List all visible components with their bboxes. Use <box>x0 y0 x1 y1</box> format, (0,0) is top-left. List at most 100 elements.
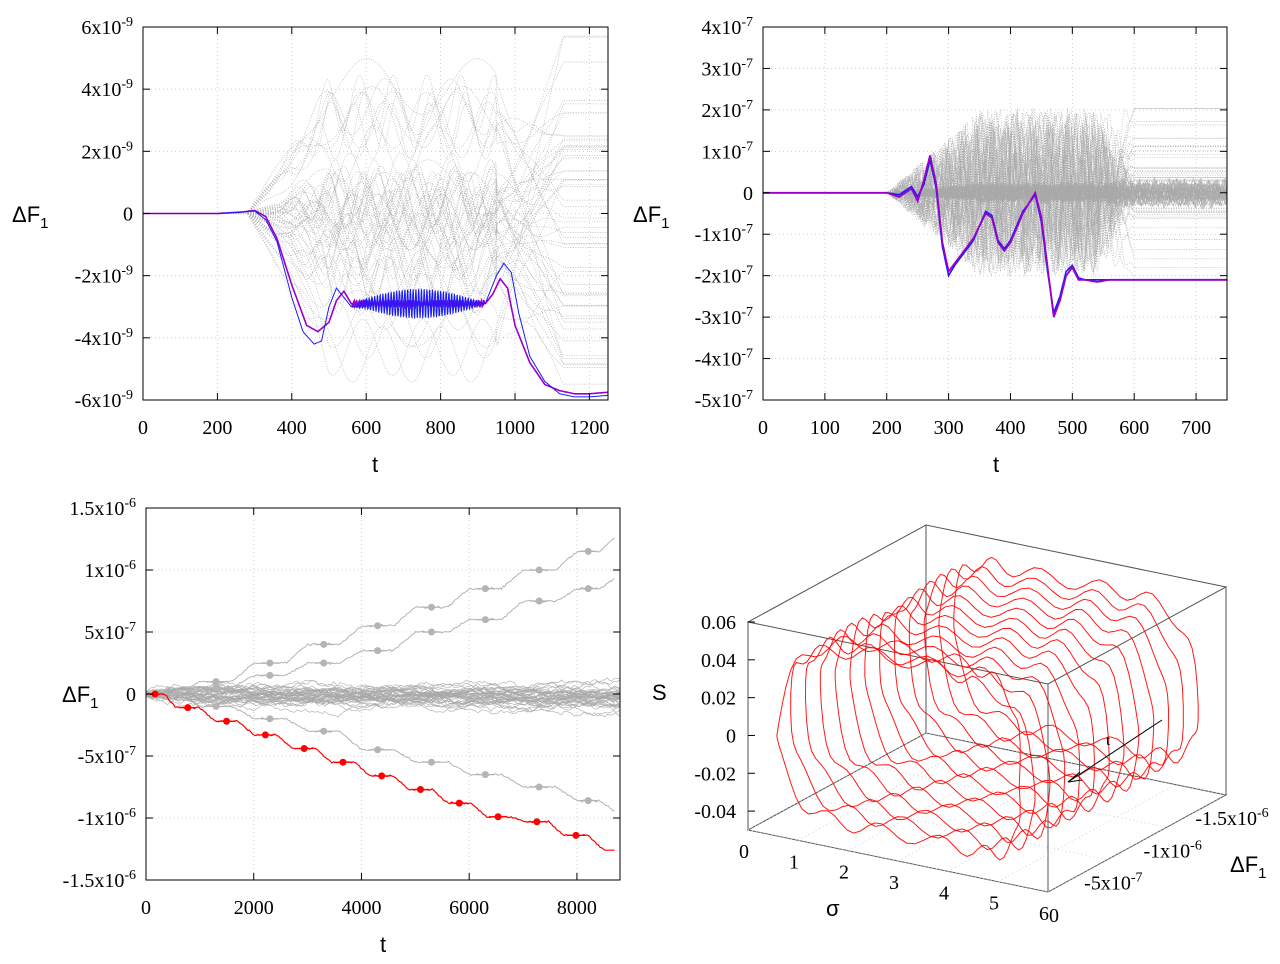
p3-red-series-marker <box>151 690 159 698</box>
p1-gray-series <box>143 170 608 270</box>
p4-ytick-label: -1.5x10-6 <box>1195 806 1268 830</box>
p1-gray-series <box>143 168 608 306</box>
p3-ytick-label-mantissa: 5x10 <box>84 622 124 644</box>
p2-gray-series <box>763 112 1227 274</box>
p2-ytick-label: 1x10-7 <box>701 139 753 163</box>
p1-ytick-label-exponent: -9 <box>121 77 133 92</box>
p3-red-series-marker <box>378 772 386 780</box>
p4-floor-grid <box>997 784 1177 883</box>
p4-z-title: S <box>652 680 667 705</box>
p2-gray-series <box>763 128 1227 269</box>
p2-gray-series <box>763 152 1227 234</box>
p1-ytick-label-exponent: -9 <box>121 388 133 403</box>
p3-gray-up-1 <box>145 537 615 696</box>
panel-bottom-right-3d: 0 1 2 3 4 5 6 0-5x10-7-1x10-6-1.5x10-60.060.040… <box>652 524 1269 927</box>
p3-gray-series <box>145 688 621 707</box>
p3-red-series-marker <box>494 813 502 821</box>
p4-time-arrowhead <box>1067 771 1083 783</box>
p2-gray-series <box>763 114 1227 272</box>
p4-ytick-label-exponent: -6 <box>1257 806 1269 821</box>
p4-red-curve <box>923 573 1170 780</box>
p4-ztick-label: 0.04 <box>701 650 736 672</box>
p1-gray-series <box>143 78 608 238</box>
p1-gray-series <box>143 91 608 214</box>
p2-gray-series <box>763 125 1227 260</box>
p3-gray-up-2-marker <box>266 671 274 679</box>
p2-xtick-label: 300 <box>934 417 964 439</box>
p1-gray-series <box>143 170 608 228</box>
p3-ytick-label: -1x10-6 <box>78 806 136 830</box>
p4-floor-grid <box>797 742 977 841</box>
p1-gray-series <box>143 171 608 229</box>
p4-box-bottom <box>746 732 1228 893</box>
p4-xtick-label: 3 <box>889 872 899 894</box>
p3-y-title-sub: 1 <box>90 695 98 712</box>
p4-floor-grid <box>747 732 927 831</box>
p1-xtick-label: 1200 <box>569 417 609 439</box>
p2-gray-series <box>763 135 1227 250</box>
p2-ytick-label-mantissa: 0 <box>743 183 753 205</box>
p3-ytick-label-mantissa: 0 <box>126 684 136 706</box>
p1-ytick-label-mantissa: 4x10 <box>81 79 121 101</box>
p2-gray-series <box>763 128 1227 258</box>
p3-gray-up-1-marker <box>320 640 328 648</box>
p3-xtick-label: 2000 <box>234 897 274 919</box>
p2-gray-series <box>763 122 1227 263</box>
p1-gray-series <box>143 147 608 246</box>
p3-red-series-marker <box>572 831 580 839</box>
p1-ytick-label-mantissa: 0 <box>123 204 133 226</box>
p2-ytick-label-exponent: -7 <box>741 98 753 113</box>
p1-y-title-main: ΔF <box>12 202 40 227</box>
p3-gray-up-1-marker <box>584 547 592 555</box>
p1-ytick-label-mantissa: 2x10 <box>81 141 121 163</box>
p3-xtick-label: 0 <box>141 897 151 919</box>
p3-ytick-label-exponent: -6 <box>124 496 136 511</box>
p4-ztick-label: 0.02 <box>701 688 736 710</box>
p1-y-title: ΔF1 <box>12 202 48 232</box>
p4-box-top <box>746 524 1228 685</box>
p1-data <box>143 35 609 398</box>
p4-ytick-label: -1x10-6 <box>1143 838 1201 862</box>
p2-gray-series <box>763 161 1227 225</box>
p3-gray-up-1-marker <box>427 603 435 611</box>
p4-x-title: σ <box>826 896 840 921</box>
p3-gray-down-1-marker <box>266 715 274 723</box>
p2-ytick-label-mantissa: -3x10 <box>695 307 742 329</box>
p3-gray-series <box>145 685 621 700</box>
p3-xtick-label: 8000 <box>557 897 597 919</box>
p3-gray-up-2-marker <box>481 616 489 624</box>
p2-gray-series <box>763 110 1227 275</box>
p3-gray-up-2-marker <box>212 684 220 692</box>
p4-box <box>746 524 1228 893</box>
p3-gray-series <box>145 685 621 712</box>
p2-y-title-sub: 1 <box>661 215 669 232</box>
p3-gray-up-2-marker <box>320 659 328 667</box>
p4-red-curve <box>864 605 1110 813</box>
p3-gray-down-1-marker <box>374 746 382 754</box>
p1-ytick-label-mantissa: 6x10 <box>81 17 121 39</box>
p3-gray-up-1-marker <box>266 659 274 667</box>
p2-ticks: 0 100 200 300 400 500 600 7004x10-73x10-72x10-7… <box>695 15 1227 439</box>
p4-red-curve <box>790 644 1036 851</box>
p4-y-title: ΔF1 <box>1230 852 1266 882</box>
p3-data <box>145 537 621 851</box>
p2-ytick-label-exponent: -7 <box>741 222 753 237</box>
p3-ytick-label-mantissa: -1.5x10 <box>63 870 125 892</box>
p3-ytick-label: -1.5x10-6 <box>63 868 136 892</box>
p4-floor-grid <box>866 764 1167 828</box>
p3-gray-up-2-marker <box>535 597 543 605</box>
p1-y-title-sub: 1 <box>40 215 48 232</box>
p1-gray-series <box>143 186 608 244</box>
p1-gray-series <box>143 190 608 248</box>
p2-x-title: t <box>993 452 999 477</box>
p2-gray-series <box>763 145 1227 241</box>
p1-gray-series <box>143 193 608 319</box>
p1-ytick-label: -6x10-9 <box>75 388 133 412</box>
p2-ytick-label-exponent: -7 <box>741 15 753 30</box>
p3-red-series-marker <box>533 818 541 826</box>
p1-gray-series <box>143 138 608 313</box>
p4-floor-grid <box>947 773 1127 872</box>
p3-ytick-label-mantissa: 1x10 <box>84 560 124 582</box>
p4-ytick-label-mantissa: 0 <box>1049 905 1059 927</box>
p2-gray-series <box>763 107 1227 277</box>
